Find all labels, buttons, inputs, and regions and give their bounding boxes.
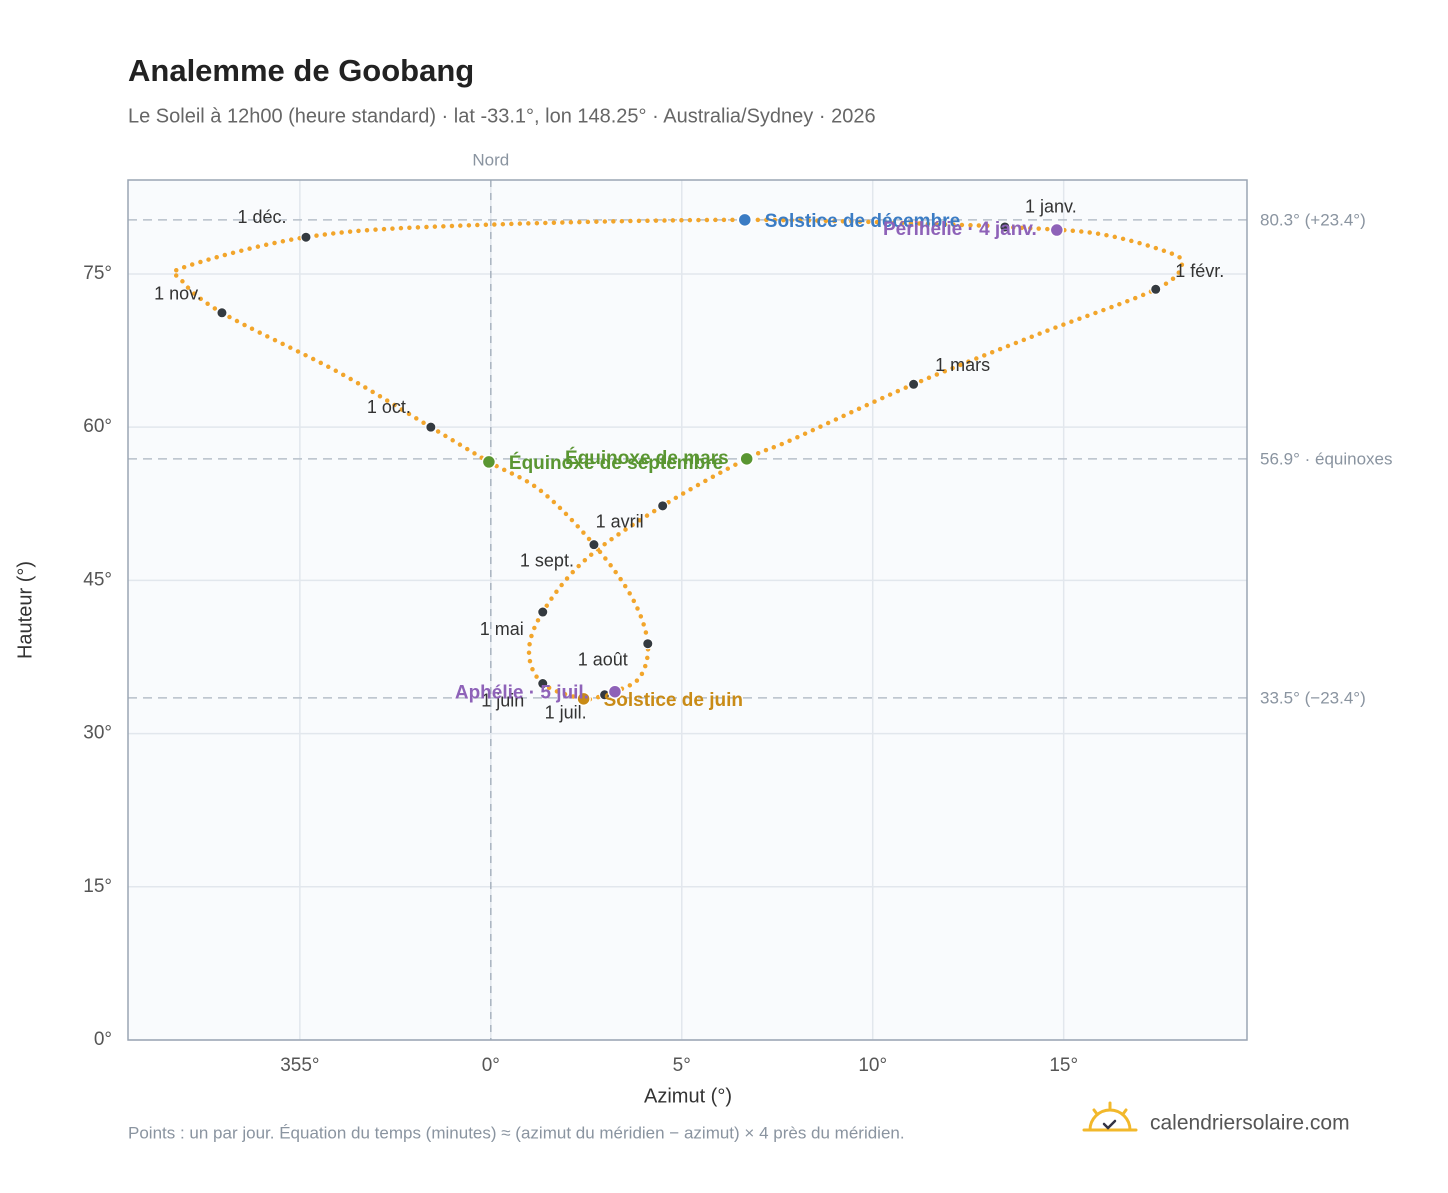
month-label: 1 juin <box>481 690 524 710</box>
month-label: 1 févr. <box>1175 261 1224 281</box>
x-tick-label: 15° <box>1049 1055 1078 1076</box>
month-point <box>999 221 1011 233</box>
x-tick-label: 10° <box>858 1055 887 1076</box>
month-point <box>537 678 549 690</box>
month-point <box>657 500 669 512</box>
y-tick-label: 45° <box>83 569 112 590</box>
plot-border <box>127 179 1248 1041</box>
month-point <box>908 378 920 390</box>
month-point <box>1150 283 1162 295</box>
y-tick-label: 30° <box>83 723 112 744</box>
x-tick-label: 5° <box>673 1055 691 1076</box>
month-label: 1 mai <box>480 619 524 639</box>
event-label: Aphélie · 5 juil. <box>455 683 589 704</box>
event-point <box>737 212 753 228</box>
month-point <box>216 307 228 319</box>
event-point <box>607 684 623 699</box>
month-point <box>588 539 600 551</box>
x-tick-label: 0° <box>482 1055 500 1076</box>
month-label: 1 sept. <box>520 550 574 570</box>
event-point <box>1049 222 1065 238</box>
reference-label: 33.5° (−23.4°) <box>1260 688 1366 707</box>
chart-subtitle: Le Soleil à 12h00 (heure standard) · lat… <box>128 105 876 127</box>
plot-area <box>128 180 1247 1040</box>
x-axis-label: Azimut (°) <box>644 1085 732 1107</box>
event-label: Équinoxe de septembre <box>509 452 723 474</box>
y-axis-label: Hauteur (°) <box>14 561 36 659</box>
y-tick-label: 15° <box>83 876 112 897</box>
month-label: 1 déc. <box>237 207 286 227</box>
month-label: 1 août <box>578 649 628 669</box>
footnote: Points : un par jour. Équation du temps … <box>128 1123 905 1142</box>
event-point <box>481 454 497 470</box>
event-point <box>576 691 591 707</box>
north-label: Nord <box>472 150 509 169</box>
brand: calendriersolaire.com <box>1150 1112 1350 1135</box>
event-label: Périhélie · 4 janv. <box>883 219 1037 240</box>
event-point <box>739 451 754 467</box>
month-label: 1 janv. <box>1025 197 1077 217</box>
month-point <box>642 638 654 650</box>
x-tick-label: 355° <box>280 1055 319 1076</box>
plot-layer: 1 janv. 1 févr. 1 mars 1 avril 1 mai 1 juin 1 … <box>128 180 1247 1041</box>
y-tick-label: 60° <box>83 416 112 437</box>
month-label: 1 nov. <box>154 284 202 304</box>
brand-logo <box>1082 1101 1138 1132</box>
month-label: 1 juil. <box>545 703 587 723</box>
chart-title: Analemme de Goobang <box>128 53 474 88</box>
month-point <box>425 421 437 433</box>
event-label: Solstice de décembre <box>765 211 960 232</box>
event-label: Équinoxe de mars <box>565 447 729 469</box>
month-label: 1 avril <box>596 512 644 532</box>
month-label: 1 mars <box>935 355 990 375</box>
month-label: 1 oct. <box>367 397 411 417</box>
daily-points <box>171 217 1185 702</box>
reference-label: 80.3° (+23.4°) <box>1260 210 1366 229</box>
reference-label: 56.9° · équinoxes <box>1260 449 1393 468</box>
y-tick-label: 0° <box>94 1029 112 1050</box>
event-label: Solstice de juin <box>604 690 743 711</box>
month-point <box>537 606 549 618</box>
y-tick-label: 75° <box>83 263 112 284</box>
month-point <box>300 231 312 243</box>
